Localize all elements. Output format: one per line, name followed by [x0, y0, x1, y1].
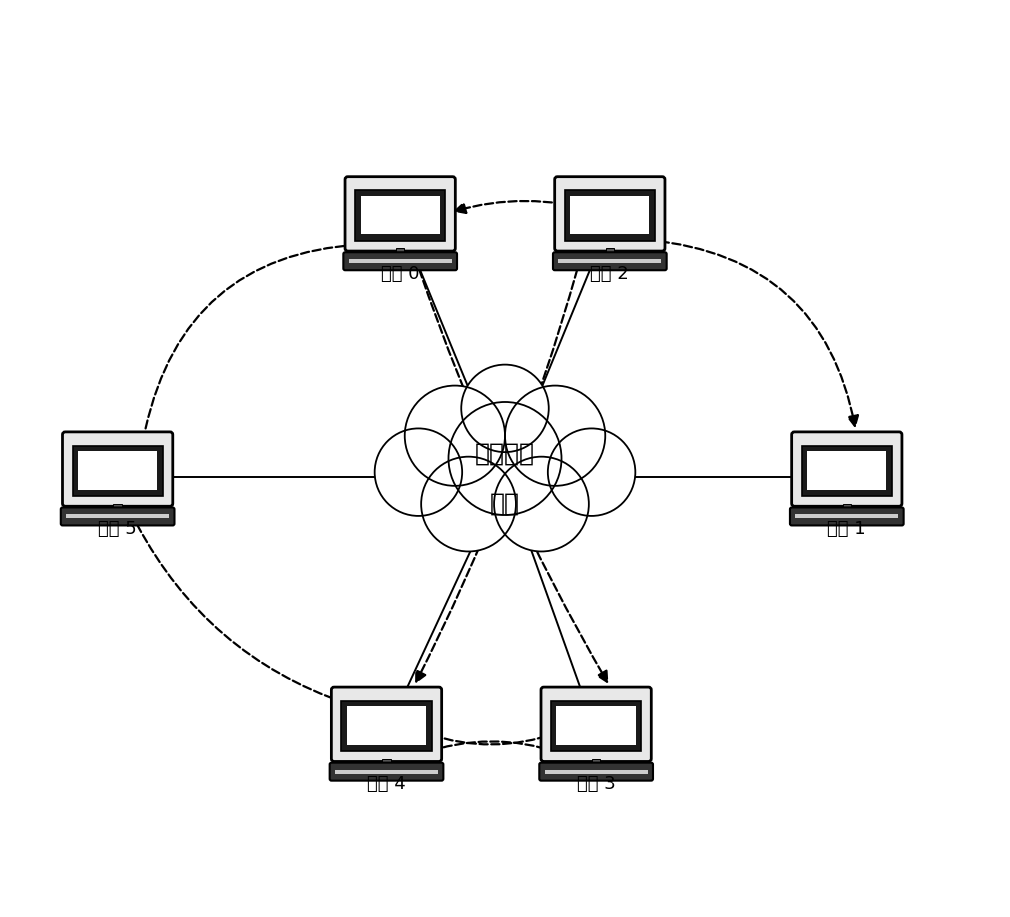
Text: 节点 3: 节点 3 [577, 775, 615, 793]
FancyArrowPatch shape [145, 240, 359, 428]
FancyBboxPatch shape [554, 177, 665, 251]
Bar [335, 769, 438, 774]
FancyArrowPatch shape [416, 270, 577, 681]
Bar [557, 706, 635, 745]
FancyBboxPatch shape [345, 177, 456, 251]
Text: 节点 0: 节点 0 [381, 265, 419, 282]
Text: 节点 4: 节点 4 [368, 775, 406, 793]
Bar [565, 191, 654, 241]
Bar [796, 514, 898, 518]
FancyArrowPatch shape [137, 525, 345, 704]
Bar [346, 706, 426, 745]
FancyBboxPatch shape [343, 252, 458, 271]
Bar [559, 260, 662, 263]
FancyArrowPatch shape [419, 270, 607, 682]
FancyBboxPatch shape [552, 252, 667, 271]
Bar [113, 503, 122, 509]
FancyArrowPatch shape [456, 201, 598, 213]
FancyBboxPatch shape [541, 687, 651, 761]
FancyBboxPatch shape [331, 687, 441, 761]
Bar [551, 701, 641, 751]
FancyArrowPatch shape [421, 741, 560, 755]
Bar [802, 446, 892, 496]
FancyBboxPatch shape [61, 507, 175, 525]
Text: 节点 2: 节点 2 [591, 265, 629, 282]
Bar [571, 196, 649, 235]
Text: 节点 1: 节点 1 [827, 520, 867, 538]
Circle shape [505, 385, 605, 486]
FancyBboxPatch shape [539, 763, 653, 780]
Bar [67, 514, 169, 518]
Text: 网络: 网络 [490, 492, 520, 516]
FancyBboxPatch shape [329, 763, 443, 780]
Circle shape [375, 428, 463, 516]
Bar [361, 196, 439, 235]
Bar [396, 249, 404, 254]
Bar [807, 451, 887, 490]
Text: 物理连接: 物理连接 [475, 442, 535, 466]
Circle shape [462, 365, 548, 452]
FancyArrowPatch shape [428, 732, 558, 745]
Bar [544, 769, 647, 774]
Bar [592, 758, 600, 765]
FancyBboxPatch shape [792, 432, 902, 506]
FancyBboxPatch shape [63, 432, 173, 506]
Bar [842, 503, 851, 509]
Bar [383, 758, 391, 765]
FancyArrowPatch shape [649, 240, 857, 426]
Circle shape [494, 457, 589, 551]
Bar [606, 249, 614, 254]
Bar [78, 451, 158, 490]
Bar [341, 701, 431, 751]
Circle shape [421, 457, 516, 551]
Bar [73, 446, 163, 496]
FancyBboxPatch shape [790, 507, 904, 525]
Bar [356, 191, 445, 241]
Bar [348, 260, 451, 263]
Circle shape [547, 428, 635, 516]
Text: 节点 5: 节点 5 [98, 520, 137, 538]
Circle shape [448, 402, 562, 515]
Circle shape [405, 385, 505, 486]
